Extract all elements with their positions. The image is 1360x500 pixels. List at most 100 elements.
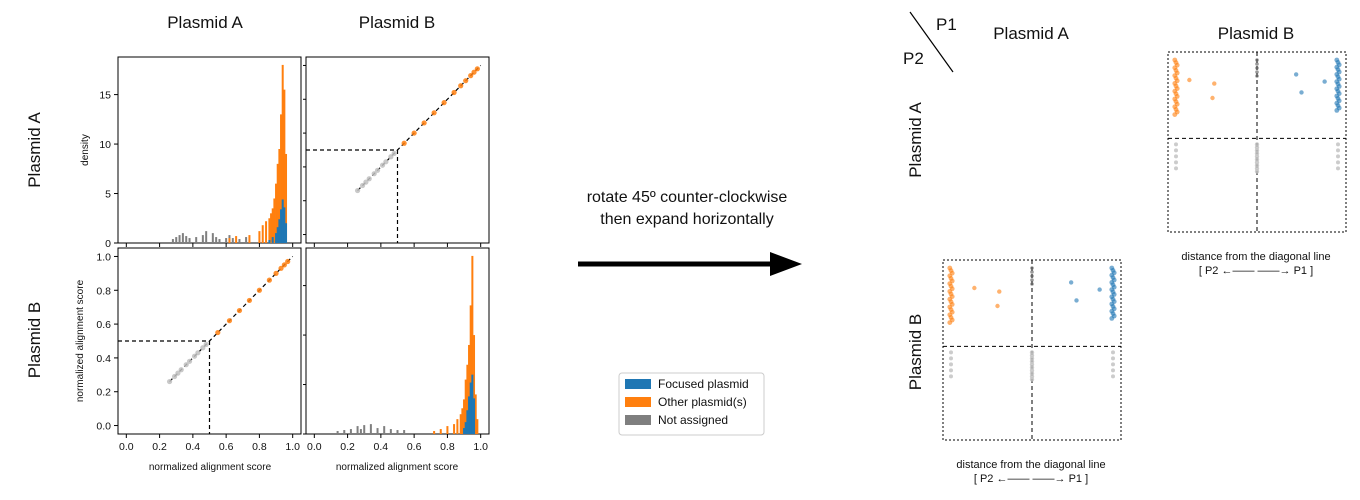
y-tick-label: 1.0 bbox=[96, 251, 111, 263]
hist-bar-focused-plasmid bbox=[283, 207, 286, 243]
scatter-point-focused bbox=[1293, 72, 1299, 77]
hist-bar-focused-plasmid bbox=[281, 199, 284, 243]
hist-bar-other-plasmid-s bbox=[464, 379, 467, 434]
hist-bar-not-assigned bbox=[403, 430, 406, 434]
hist-bar-not-assigned bbox=[376, 428, 379, 434]
scatter-point-other bbox=[1210, 95, 1215, 101]
hist-bar-not-assigned bbox=[181, 233, 184, 243]
scatter-point-not-assigned bbox=[175, 370, 181, 376]
ylabel-density: density bbox=[80, 134, 91, 166]
scatter-point-not-assigned bbox=[388, 154, 394, 160]
scatter-point-not-assigned bbox=[203, 341, 209, 347]
scatter-point-not-assigned bbox=[1255, 70, 1259, 74]
ylabel-ba: normalized alignment score bbox=[75, 279, 86, 402]
hist-bar-other-plasmid-s bbox=[275, 183, 278, 243]
scatter-point-not-assigned bbox=[1336, 154, 1340, 159]
hist-bar-not-assigned bbox=[188, 238, 191, 243]
scatter-point-not-assigned bbox=[1111, 362, 1115, 367]
legend-swatch-unassigned bbox=[625, 415, 651, 425]
scatter-point-focused bbox=[1322, 79, 1327, 84]
y-tick-label: 10 bbox=[99, 139, 111, 151]
scatter-point-not-assigned bbox=[178, 367, 184, 373]
scatter-point-other bbox=[1172, 112, 1178, 117]
hist-bar-not-assigned bbox=[175, 237, 178, 243]
hist-bar-not-assigned bbox=[205, 231, 208, 243]
scatter-point-other-plasmid-s bbox=[463, 78, 469, 84]
scatter-point-not-assigned bbox=[1111, 374, 1115, 379]
scatter-point-other-plasmid-s bbox=[273, 270, 279, 276]
scatter-point-other-plasmid-s bbox=[256, 287, 263, 293]
hist-bar-other-plasmid-s bbox=[278, 149, 281, 243]
y-tick-label: 5 bbox=[105, 189, 111, 201]
hist-bar-focused-plasmid bbox=[469, 382, 472, 434]
right-xlabel-ba-line2: [ P2 ←—— ——→ P1 ] bbox=[974, 473, 1088, 485]
scatter-point-not-assigned bbox=[1030, 270, 1034, 274]
scatter-point-not-assigned bbox=[1111, 368, 1115, 373]
scatter-point-not-assigned bbox=[1255, 74, 1259, 78]
scatter-point-other-plasmid-s bbox=[401, 140, 407, 146]
x-tick-label: 0.2 bbox=[152, 441, 167, 453]
hist-bar-focused-plasmid bbox=[271, 237, 274, 243]
legend: Focused plasmid Other plasmid(s) Not ass… bbox=[618, 372, 765, 436]
scatter-point-not-assigned bbox=[1336, 160, 1340, 165]
hist-bar-focused-plasmid bbox=[285, 223, 288, 243]
x-tick-label: 0.8 bbox=[252, 441, 267, 453]
hist-bar-focused-plasmid bbox=[268, 240, 271, 243]
scatter-point-not-assigned bbox=[949, 374, 953, 379]
scatter-point-other-plasmid-s bbox=[441, 100, 447, 106]
hist-bar-not-assigned bbox=[225, 238, 228, 243]
x-tick-label: 0.8 bbox=[440, 441, 455, 453]
scatter-point-not-assigned bbox=[1174, 154, 1178, 159]
right-xlabel-ba-line1: distance from the diagonal line bbox=[956, 459, 1105, 471]
scatter-point-not-assigned bbox=[359, 182, 366, 189]
hist-bar-other-plasmid-s bbox=[271, 208, 274, 243]
scatter-point-not-assigned bbox=[195, 350, 201, 356]
scatter-point-not-assigned bbox=[379, 162, 386, 168]
hist-bar-other-plasmid-s bbox=[283, 89, 286, 244]
corner-label-p2: P2 bbox=[903, 49, 924, 68]
arrow-caption-line2: then expand horizontally bbox=[600, 211, 773, 228]
hist-bar-not-assigned bbox=[211, 233, 214, 243]
right-panel-ab-frame bbox=[1167, 51, 1347, 233]
hist-bar-other-plasmid-s bbox=[433, 431, 436, 434]
hist-bar-not-assigned bbox=[195, 237, 198, 243]
scatter-point-other bbox=[997, 289, 1002, 294]
hist-bar-other-plasmid-s bbox=[285, 153, 288, 243]
hist-bar-focused-plasmid bbox=[468, 396, 471, 434]
hist-bar-other-plasmid-s bbox=[273, 198, 276, 243]
scatter-point-other-plasmid-s bbox=[451, 89, 457, 96]
hist-bar-other-plasmid-s bbox=[265, 221, 268, 243]
scatter-point-other bbox=[972, 285, 977, 291]
scatter-point-other bbox=[947, 320, 953, 325]
hist-bar-not-assigned bbox=[238, 239, 241, 243]
x-tick-label: 1.0 bbox=[473, 441, 488, 453]
scatter-point-not-assigned bbox=[1174, 148, 1178, 153]
scatter-point-not-assigned bbox=[1030, 282, 1034, 286]
x-tick-label: 0.2 bbox=[340, 441, 355, 453]
scatter-point-other bbox=[1212, 81, 1217, 86]
hist-bar-focused-plasmid bbox=[471, 374, 474, 434]
scatter-point-not-assigned bbox=[1174, 142, 1178, 147]
arrow-caption-line1: rotate 45º counter-clockwise bbox=[587, 189, 788, 206]
scatter-point-not-assigned bbox=[949, 350, 953, 355]
scatter-point-not-assigned bbox=[186, 358, 193, 364]
right-xlabel-ab-line1: distance from the diagonal line bbox=[1181, 251, 1330, 263]
scatter-point-not-assigned bbox=[1336, 148, 1340, 153]
scatter-point-not-assigned bbox=[1030, 274, 1034, 278]
scatter-point-other-plasmid-s bbox=[411, 130, 417, 136]
panel-bb-histogram: 0.0 0.2 0.4 0.6 0.8 1.0 bbox=[303, 255, 488, 453]
right-col-header-plasmid-a: Plasmid A bbox=[993, 24, 1069, 43]
y-tick-label: 0.0 bbox=[96, 421, 111, 433]
scatter-point-not-assigned bbox=[383, 159, 389, 165]
hist-bar-other-plasmid-s bbox=[268, 218, 271, 243]
scatter-point-not-assigned bbox=[1254, 169, 1260, 174]
corner-label-p1: P1 bbox=[936, 15, 957, 34]
hist-bar-other-plasmid-s bbox=[228, 238, 231, 243]
scatter-point-not-assigned bbox=[1336, 142, 1340, 147]
scatter-point-other-plasmid-s bbox=[421, 120, 427, 126]
hist-bar-focused-plasmid bbox=[278, 219, 281, 243]
hist-bar-not-assigned bbox=[178, 235, 181, 243]
hist-bar-other-plasmid-s bbox=[461, 408, 464, 434]
hist-bar-not-assigned bbox=[389, 429, 392, 434]
legend-label-focused: Focused plasmid bbox=[658, 377, 749, 391]
